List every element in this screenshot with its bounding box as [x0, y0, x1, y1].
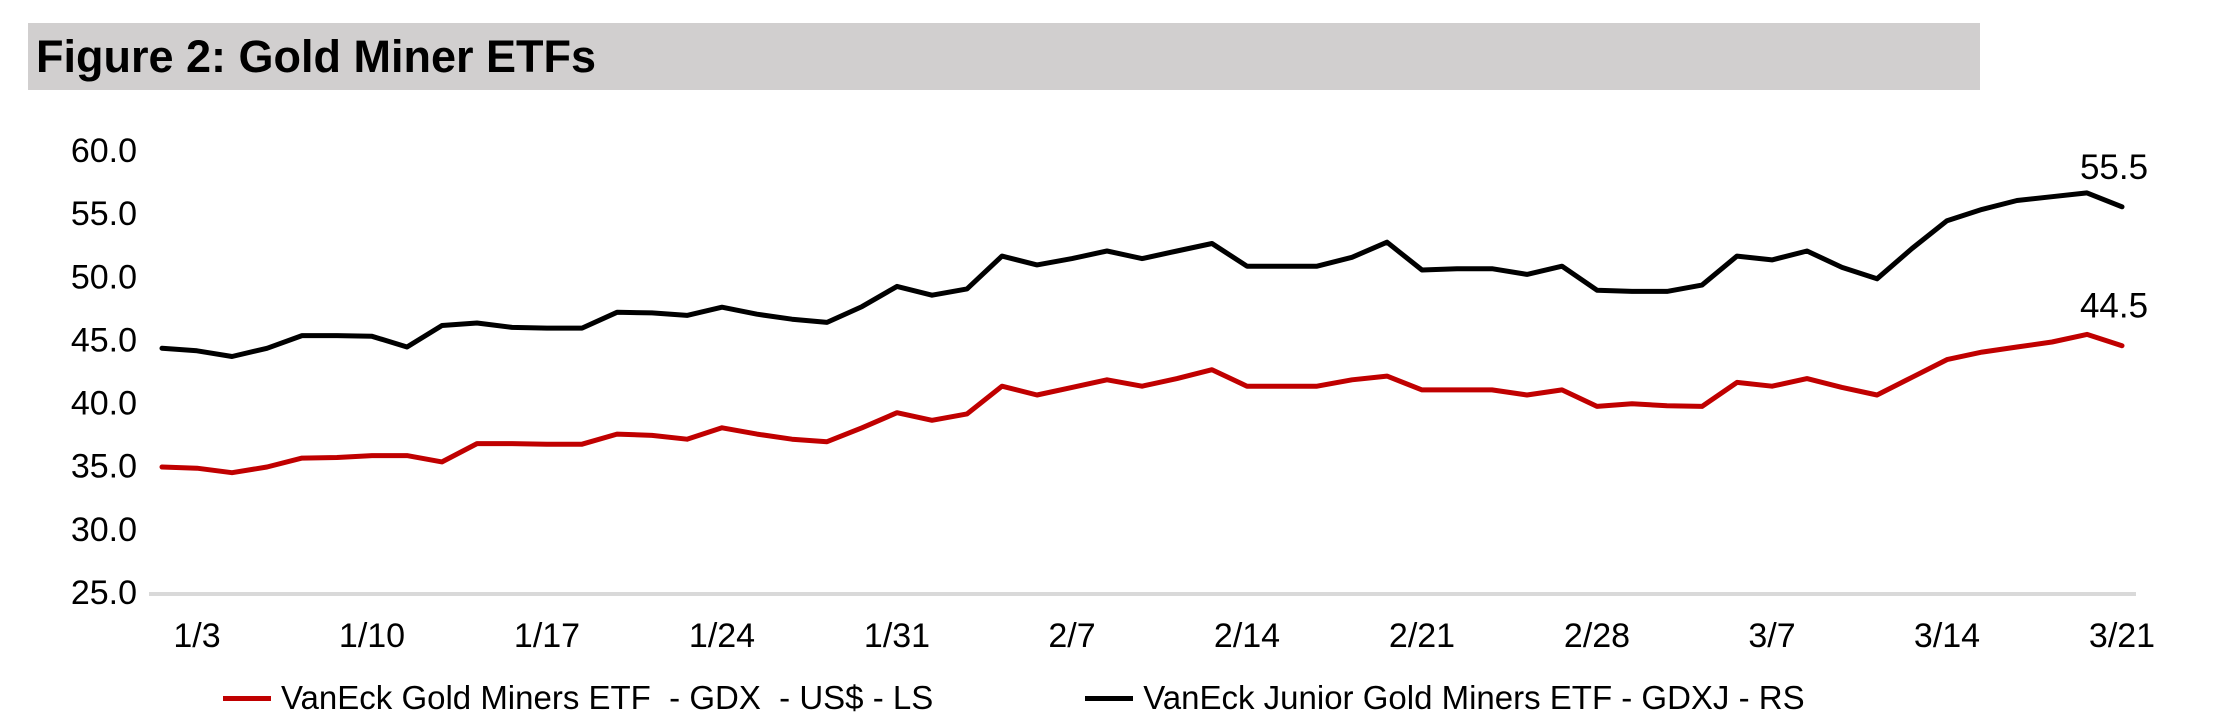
- x-tick-label: 1/3: [173, 617, 220, 655]
- x-tick-label: 1/10: [339, 617, 405, 655]
- x-tick-label: 3/21: [2089, 617, 2155, 655]
- gdxj-line-swatch: [1085, 695, 1134, 701]
- y-tick-label: 45.0: [71, 321, 137, 359]
- y-tick-label: 50.0: [71, 258, 137, 296]
- figure-title-bar: Figure 2: Gold Miner ETFs: [28, 23, 1980, 90]
- y-tick-label: 60.0: [71, 132, 137, 170]
- x-tick-label: 1/31: [864, 617, 930, 655]
- x-tick-label: 1/17: [514, 617, 580, 655]
- series-line-gdx: [159, 331, 2125, 476]
- end-value-label-gdxj: 55.5: [2080, 148, 2148, 187]
- x-tick-label: 3/14: [1914, 617, 1980, 655]
- x-tick-label: 2/28: [1564, 617, 1630, 655]
- y-tick-label: 30.0: [71, 511, 137, 549]
- y-tick-label: 55.0: [71, 195, 137, 233]
- x-tick-label: 2/14: [1214, 617, 1280, 655]
- legend-item-gdx: VanEck Gold Miners ETF - GDX - US$ - LS: [223, 679, 933, 717]
- x-tick-label: 2/21: [1389, 617, 1455, 655]
- gdx-line-swatch: [223, 695, 271, 701]
- legend-label-gdx: VanEck Gold Miners ETF - GDX - US$ - LS: [281, 679, 934, 716]
- end-value-label-gdx: 44.5: [2080, 287, 2148, 326]
- x-tick-label: 1/24: [689, 617, 755, 655]
- y-tick-label: 40.0: [71, 385, 137, 423]
- x-tick-label: 2/7: [1048, 617, 1095, 655]
- legend-label-gdxj: VanEck Junior Gold Miners ETF - GDXJ - R…: [1143, 679, 1805, 716]
- figure-title: Figure 2: Gold Miner ETFs: [36, 30, 597, 82]
- y-tick-label: 25.0: [71, 574, 137, 612]
- x-tick-label: 3/7: [1748, 617, 1795, 655]
- chart-legend: VanEck Gold Miners ETF - GDX - US$ - LS …: [223, 678, 1805, 718]
- series-line-gdxj: [159, 190, 2125, 359]
- y-tick-label: 35.0: [71, 448, 137, 486]
- legend-item-gdxj: VanEck Junior Gold Miners ETF - GDXJ - R…: [1085, 679, 1805, 717]
